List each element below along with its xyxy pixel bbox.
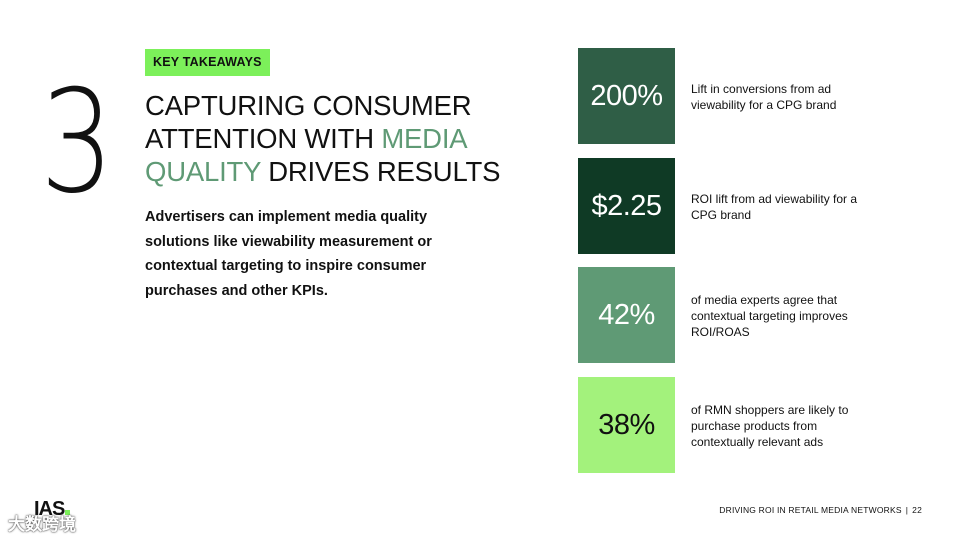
stat-desc-4: of RMN shoppers are likely to purchase p…	[691, 403, 849, 449]
page-number: 22	[912, 505, 922, 515]
page-title: CAPTURING CONSUMER ATTENTION WITH MEDIA …	[145, 89, 545, 188]
stat-desc-1: Lift in conversions from ad viewability …	[691, 82, 837, 112]
ias-logo: IAS	[34, 498, 71, 521]
stat-box-1: 200%	[578, 48, 675, 144]
key-takeaways-tag: KEY TAKEAWAYS	[145, 49, 270, 76]
stat-box-2: $2.25	[578, 158, 675, 254]
watermark: 大数跨境	[8, 515, 76, 534]
footer-doc-title: DRIVING ROI IN RETAIL MEDIA NETWORKS	[719, 505, 902, 515]
title-accent: MEDIA QUALITY	[145, 123, 466, 187]
logo-text: IAS	[34, 498, 65, 520]
stat-desc-2: ROI lift from ad viewability for a CPG b…	[691, 192, 858, 222]
footer: DRIVING ROI IN RETAIL MEDIA NETWORKS | 22	[719, 505, 922, 515]
logo-dot-icon	[65, 510, 71, 515]
title-part-2: DRIVES RESULTS	[260, 156, 501, 187]
section-number: 3	[40, 60, 114, 225]
title-part-1: CAPTURING CONSUMER ATTENTION WITH	[145, 90, 472, 154]
stat-box-4: 38%	[578, 377, 675, 473]
stat-desc-3: of media experts agree that contextual t…	[691, 293, 848, 339]
footer-separator: |	[905, 505, 909, 515]
body-paragraph: Advertisers can implement media quality …	[145, 209, 432, 299]
stat-box-3: 42%	[578, 267, 675, 363]
